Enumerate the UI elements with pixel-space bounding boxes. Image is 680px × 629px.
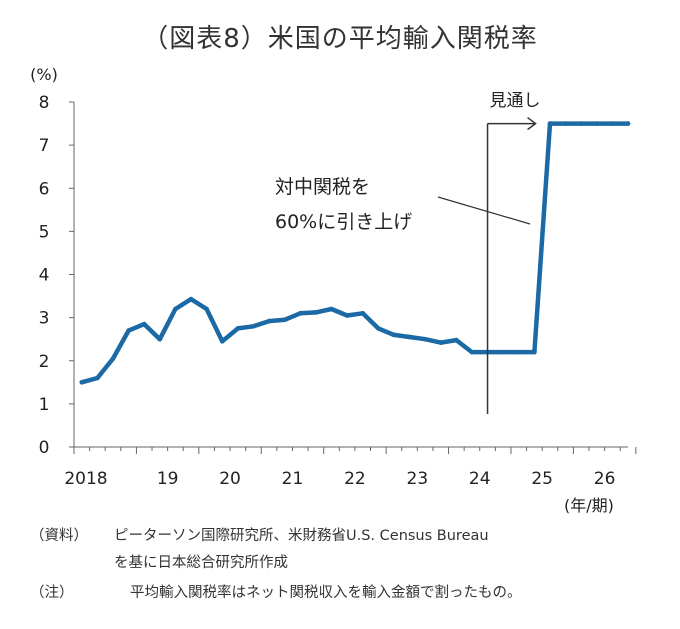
tariff-note-line1: 対中関税を (275, 176, 370, 198)
data-point (454, 337, 459, 343)
data-point (469, 349, 475, 355)
x-tick-label: 19 (157, 469, 179, 489)
y-tick-label: 2 (39, 352, 50, 372)
data-point (594, 121, 600, 126)
data-point (516, 349, 522, 355)
data-point (438, 340, 444, 345)
data-point (376, 326, 381, 331)
tariff-note-leader (437, 196, 531, 225)
data-point (407, 334, 412, 340)
y-tick-label: 1 (39, 395, 50, 415)
data-point (79, 380, 85, 385)
data-point (547, 121, 553, 126)
data-point (157, 336, 163, 342)
data-point (141, 321, 147, 327)
x-tick-label: 26 (594, 469, 616, 489)
forecast-arrow-head (527, 116, 537, 131)
source-note-line1: （資料） ピーターソン国際研究所、米財務省U.S. Census Bureau (30, 524, 489, 545)
data-point (500, 349, 506, 355)
x-tick-label: 25 (531, 469, 553, 489)
data-point (329, 306, 334, 312)
tariff-note-line2: 60%に引き上げ (275, 211, 412, 233)
data-point (110, 356, 116, 361)
data-point (625, 121, 631, 126)
source-note-line2: を基に日本総合研究所作成 (114, 555, 288, 571)
chart-marks (79, 121, 631, 385)
data-point (610, 121, 615, 126)
data-point (282, 317, 287, 323)
x-tick-label: 21 (282, 469, 304, 489)
chart-title: （図表8）米国の平均輸入関税率 (142, 24, 538, 54)
data-point (360, 311, 366, 316)
y-tick-label: 7 (39, 136, 50, 156)
data-point (188, 296, 194, 302)
x-tick-label: 2018 (64, 469, 107, 489)
x-tick-label: 23 (407, 469, 429, 489)
x-tick-label: 22 (344, 469, 366, 489)
data-point (532, 349, 537, 355)
x-tick-label: 20 (219, 469, 241, 489)
y-tick-label: 5 (39, 222, 50, 242)
y-tick-label: 8 (39, 93, 50, 113)
data-point (297, 311, 303, 316)
data-point (251, 323, 256, 329)
y-tick-label: 6 (39, 179, 50, 199)
data-point (563, 121, 568, 126)
source-tag: （資料） (30, 528, 88, 544)
footnote: （注） 平均輸入関税率はネット関税収入を輸入金額で割ったもの。 (30, 581, 522, 602)
x-tick-label: 24 (469, 469, 491, 489)
series-line (79, 121, 631, 385)
data-point (391, 332, 397, 338)
data-point (344, 313, 350, 318)
data-point (126, 328, 131, 333)
data-point (578, 121, 584, 126)
data-point (313, 310, 319, 315)
footnote-tag: （注） (30, 585, 74, 601)
y-unit-label: (%) (30, 65, 58, 84)
data-point (235, 326, 241, 331)
data-point (422, 336, 428, 342)
data-point (95, 375, 100, 381)
footnote-text: 平均輸入関税率はネット関税収入を輸入金額で割ったもの。 (130, 585, 522, 601)
y-tick-label: 4 (39, 266, 50, 286)
data-point (219, 339, 225, 344)
forecast-label: 見通し (490, 91, 541, 111)
data-point (204, 306, 209, 312)
data-point (173, 306, 178, 312)
y-tick-label: 3 (39, 309, 50, 329)
y-tick-label: 0 (39, 438, 50, 458)
data-point (266, 318, 272, 324)
x-axis-label: (年/期) (564, 496, 614, 515)
source-text: ピーターソン国際研究所、米財務省U.S. Census Bureau (114, 528, 489, 544)
